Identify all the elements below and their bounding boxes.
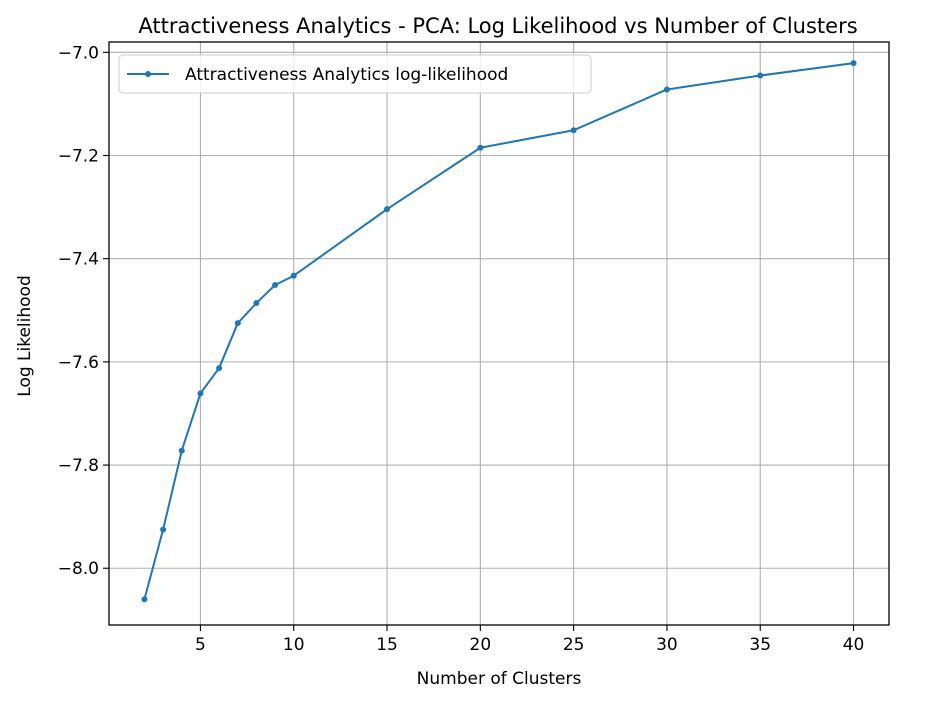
x-tick-label: 25 [563, 635, 585, 655]
series-layer [141, 60, 857, 603]
x-tick-label: 5 [195, 635, 206, 655]
y-tick-label: −7.0 [58, 43, 99, 63]
data-point [141, 596, 148, 603]
x-axis: 5 10 15 20 25 30 35 40 [195, 625, 864, 655]
y-axis-label: Log Likelihood [15, 275, 35, 396]
data-point [570, 127, 577, 134]
x-tick-label: 20 [470, 635, 492, 655]
x-tick-label: 40 [843, 635, 865, 655]
grid [109, 42, 889, 625]
data-point [253, 300, 260, 307]
legend-label: Attractiveness Analytics log-likelihood [185, 65, 508, 85]
data-point [850, 60, 857, 67]
y-tick-label: −7.6 [58, 353, 99, 373]
y-axis: −8.0 −7.8 −7.6 −7.4 −7.2 −7.0 [58, 43, 109, 579]
x-tick-label: 30 [656, 635, 678, 655]
data-point [160, 526, 167, 533]
legend: Attractiveness Analytics log-likelihood [118, 54, 592, 94]
y-tick-label: −7.8 [58, 456, 99, 476]
y-tick-label: −7.2 [58, 147, 99, 167]
data-point [234, 320, 241, 327]
data-point [178, 447, 185, 454]
x-tick-label: 35 [749, 635, 771, 655]
data-point [290, 272, 297, 279]
x-tick-label: 10 [283, 635, 305, 655]
data-point [197, 390, 204, 397]
plot-frame [108, 41, 890, 626]
data-point [757, 72, 764, 79]
chart-title: Attractiveness Analytics - PCA: Log Like… [138, 14, 857, 38]
data-point [272, 282, 279, 289]
x-axis-label: Number of Clusters [417, 669, 582, 689]
legend-box [118, 54, 592, 94]
data-point [384, 206, 391, 213]
y-tick-label: −8.0 [58, 559, 99, 579]
data-point [216, 365, 223, 372]
legend-marker-swatch [145, 71, 151, 77]
data-point [477, 144, 484, 151]
data-point [663, 86, 670, 93]
y-tick-label: −7.4 [58, 250, 99, 270]
x-tick-label: 15 [376, 635, 398, 655]
